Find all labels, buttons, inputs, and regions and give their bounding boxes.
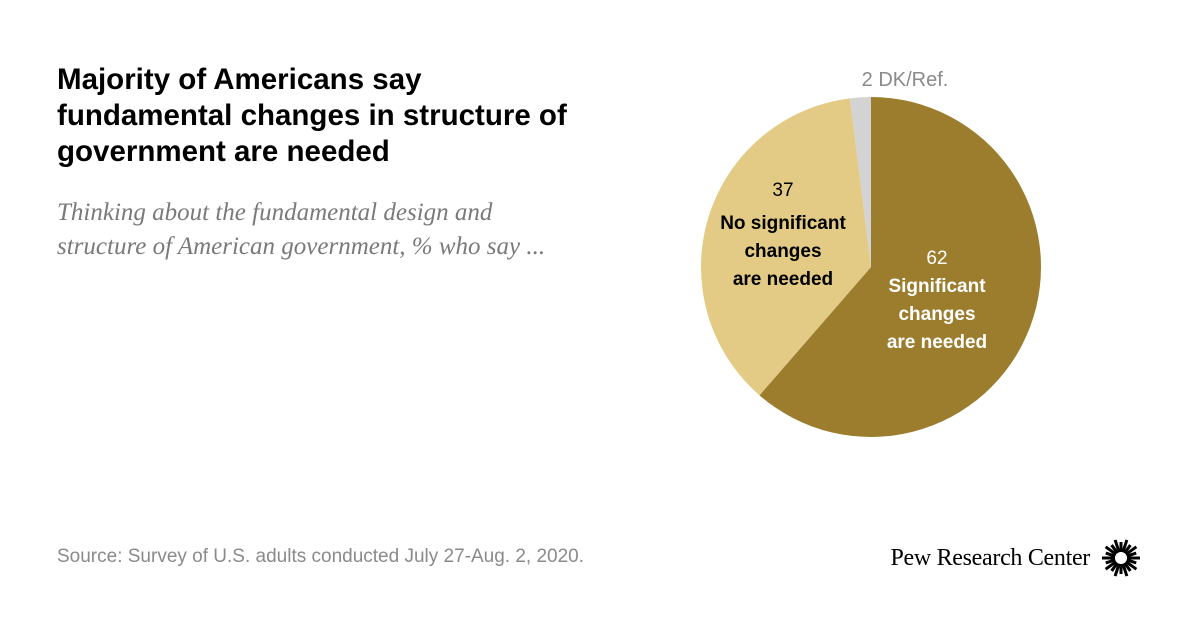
pie-slice-1 — [759, 97, 1041, 438]
chart-subtitle: Thinking about the fundamental design an… — [57, 199, 546, 260]
slice-value-2: 37 — [772, 180, 793, 201]
slice-label-2-line-1: No significant — [720, 213, 846, 234]
slice-label-1-line-2: changes — [898, 304, 975, 325]
pie-slices — [701, 97, 1041, 438]
pie-slice-2 — [701, 98, 871, 396]
source-note: Source: Survey of U.S. adults conducted … — [57, 546, 585, 567]
slice-label-2-line-2: changes — [744, 241, 821, 262]
slice-label-3: 2 DK/Ref. — [862, 69, 949, 91]
pie-slice-3 — [849, 97, 871, 267]
brand-name: Pew Research Center — [890, 544, 1090, 571]
slice-label-2-line-3: are needed — [733, 269, 833, 290]
slice-label-1-line-3: are needed — [887, 332, 987, 353]
chart-title: Majority of Americans say fundamental ch… — [57, 63, 567, 168]
slice-value-1: 62 — [926, 248, 947, 269]
pie-labels: 62 Significant changes are needed 37 No signi… — [720, 69, 987, 353]
slice-label-1-line-1: Significant — [888, 276, 986, 297]
pew-sunburst-icon — [1102, 539, 1140, 577]
brand-footer: Pew Research Center — [890, 537, 1142, 579]
